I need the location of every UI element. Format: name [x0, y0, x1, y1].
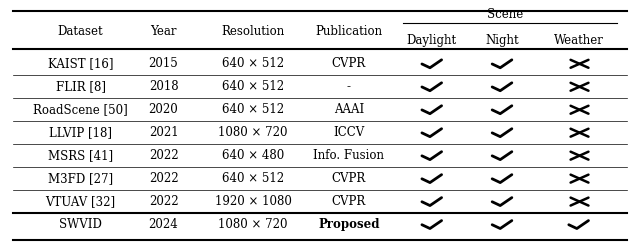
Text: Weather: Weather [554, 34, 604, 47]
Text: 1920 × 1080: 1920 × 1080 [214, 195, 291, 208]
Text: 640 × 512: 640 × 512 [222, 80, 284, 93]
Text: 1080 × 720: 1080 × 720 [218, 218, 288, 231]
Text: 2022: 2022 [148, 149, 179, 162]
Text: 2024: 2024 [148, 218, 179, 231]
Text: CVPR: CVPR [332, 195, 366, 208]
Text: Dataset: Dataset [58, 25, 103, 38]
Text: 2021: 2021 [148, 126, 179, 139]
Text: CVPR: CVPR [332, 58, 366, 70]
Text: Year: Year [150, 25, 177, 38]
Text: Proposed: Proposed [318, 218, 380, 231]
Text: 2022: 2022 [148, 195, 179, 208]
Text: 640 × 512: 640 × 512 [222, 103, 284, 116]
Text: Night: Night [485, 34, 519, 47]
Text: Daylight: Daylight [406, 34, 457, 47]
Text: KAIST [16]: KAIST [16] [48, 58, 113, 70]
Text: LLVIP [18]: LLVIP [18] [49, 126, 112, 139]
Text: SWVID: SWVID [59, 218, 102, 231]
Text: 640 × 480: 640 × 480 [222, 149, 284, 162]
Text: 2015: 2015 [148, 58, 179, 70]
Text: AAAI: AAAI [333, 103, 364, 116]
Text: VTUAV [32]: VTUAV [32] [45, 195, 116, 208]
Text: M3FD [27]: M3FD [27] [48, 172, 113, 185]
Text: Info. Fusion: Info. Fusion [313, 149, 384, 162]
Text: 1080 × 720: 1080 × 720 [218, 126, 288, 139]
Text: -: - [347, 80, 351, 93]
Text: 2020: 2020 [148, 103, 179, 116]
Text: Scene: Scene [487, 8, 524, 21]
Text: ICCV: ICCV [333, 126, 364, 139]
Text: MSRS [41]: MSRS [41] [48, 149, 113, 162]
Text: 2018: 2018 [148, 80, 179, 93]
Text: 640 × 512: 640 × 512 [222, 172, 284, 185]
Text: 2022: 2022 [148, 172, 179, 185]
Text: FLIR [8]: FLIR [8] [56, 80, 106, 93]
Text: CVPR: CVPR [332, 172, 366, 185]
Text: RoadScene [50]: RoadScene [50] [33, 103, 128, 116]
Text: 640 × 512: 640 × 512 [222, 58, 284, 70]
Text: Publication: Publication [315, 25, 382, 38]
Text: Resolution: Resolution [221, 25, 285, 38]
